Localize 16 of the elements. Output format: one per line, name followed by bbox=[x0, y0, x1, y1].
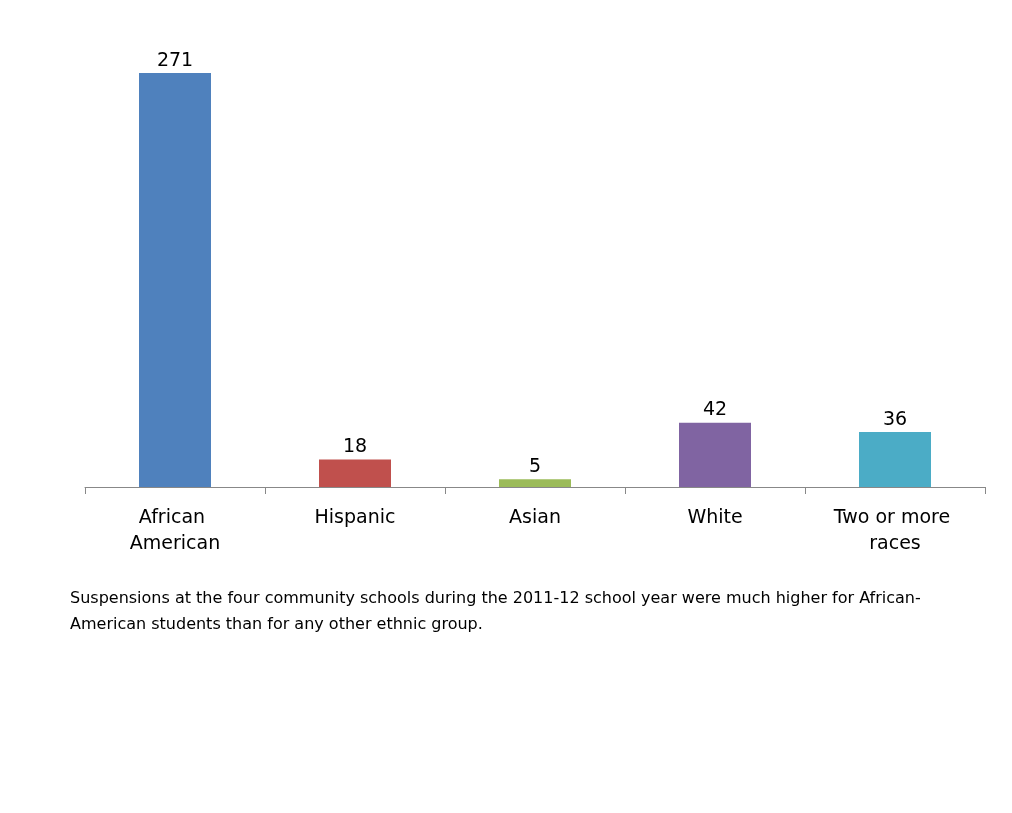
x-tick-label: White bbox=[687, 505, 743, 527]
data-label: 5 bbox=[528, 453, 542, 476]
bar bbox=[679, 422, 751, 487]
bar bbox=[859, 432, 931, 487]
bar bbox=[499, 479, 571, 487]
x-tick-label: African American bbox=[129, 505, 221, 553]
bar bbox=[319, 459, 391, 487]
x-tick-label: Asian bbox=[509, 505, 561, 527]
text: Suspensions at the four community schools during the 2011-12 school year were much higher for African-American students than for any other ethnic group. bbox=[70, 587, 922, 635]
x-tick-label: Hispanic bbox=[314, 505, 396, 527]
x-tick-label: Two or more races bbox=[832, 505, 957, 553]
data-label: 18 bbox=[342, 434, 368, 456]
bar bbox=[139, 73, 211, 487]
data-label: 36 bbox=[882, 406, 908, 429]
data-label: 42 bbox=[702, 397, 728, 420]
data-label: 271 bbox=[156, 47, 194, 70]
